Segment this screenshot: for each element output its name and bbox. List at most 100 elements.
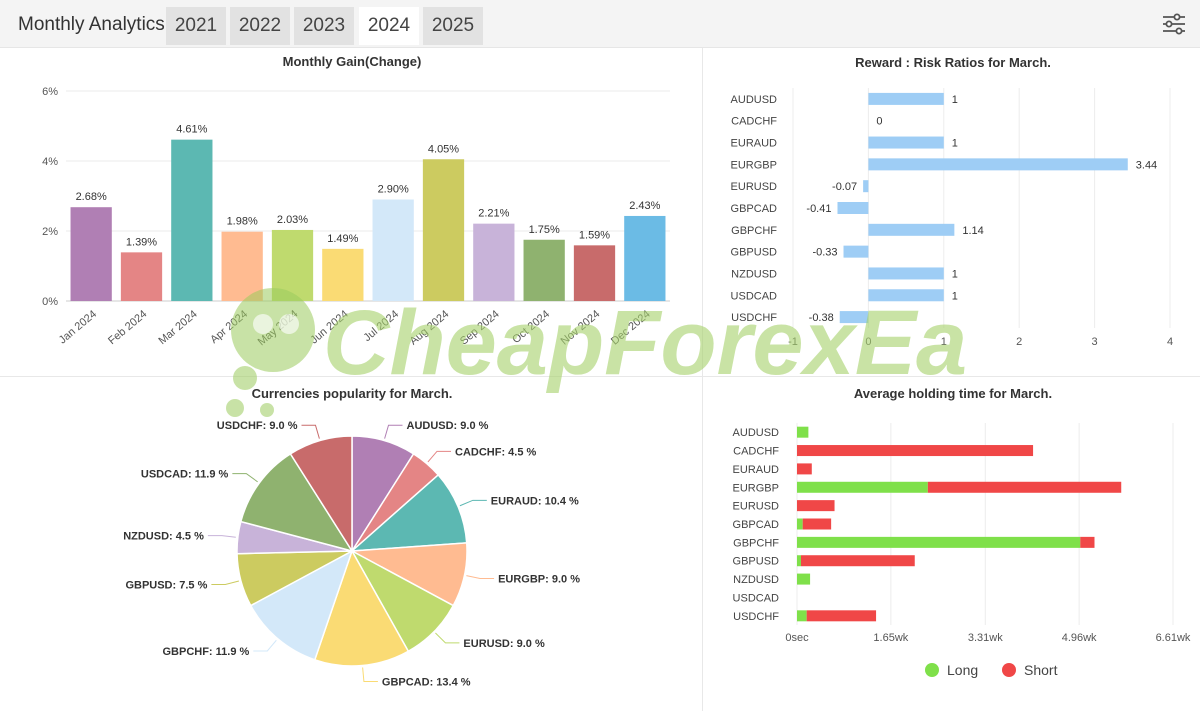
data-label: 2.21% [478, 208, 509, 220]
slice-label: EURAUD: 10.4 % [491, 495, 579, 507]
bar [372, 199, 414, 301]
y-tick-label: GBPUSD [731, 247, 778, 259]
legend-long-swatch [925, 663, 939, 677]
pie-slice [289, 435, 353, 554]
legend-short-label: Short [1024, 662, 1058, 678]
bar [221, 231, 263, 301]
connector-line [384, 424, 403, 439]
connector-line [232, 473, 258, 483]
chart-title: Currencies popularity for March. [252, 386, 453, 401]
bar [523, 239, 565, 301]
bar [473, 223, 515, 301]
slice-label: USDCHF: 9.0 % [217, 420, 298, 432]
connector-line [362, 667, 378, 682]
bar-short [797, 445, 1034, 457]
slice-label: EURGBP: 9.0 % [498, 574, 580, 586]
legend-long-label: Long [947, 662, 979, 678]
tab-2024[interactable]: 2024 [359, 7, 419, 45]
bar [863, 180, 869, 193]
x-tick-label: 1.65wk [873, 632, 908, 644]
bar [868, 92, 944, 105]
bar-long [797, 426, 809, 438]
bar-short [797, 463, 812, 475]
legend-long[interactable]: Long [925, 662, 978, 678]
y-tick-label: CADCHF [731, 116, 777, 128]
data-label: 4.61% [176, 124, 207, 136]
connector-line [466, 575, 495, 580]
data-label: 2.68% [76, 191, 107, 203]
tab-2021[interactable]: 2021 [166, 7, 226, 45]
x-tick-label: 3.31wk [968, 632, 1003, 644]
connector-line [207, 535, 236, 538]
holding-time-chart: Average holding time for March. 0sec 1.65w… [733, 386, 1191, 644]
y-tick-label: AUDUSD [731, 94, 778, 106]
x-tick-label: Mar 2024 [156, 308, 199, 347]
y-tick-label: NZDUSD [733, 574, 779, 586]
chart-title: Reward : Risk Ratios for March. [855, 55, 1051, 70]
connector-line [459, 499, 487, 507]
data-label: 1 [952, 290, 958, 302]
bar [839, 311, 869, 324]
x-tick-label: Sep 2024 [458, 308, 502, 347]
divider-vertical [702, 48, 703, 711]
data-label: -0.33 [812, 247, 837, 259]
bar [868, 289, 944, 302]
bar [837, 202, 869, 214]
data-label: 1.14 [962, 225, 983, 237]
y-tick-label: GBPCHF [731, 225, 777, 237]
bar-long [797, 536, 1081, 548]
bar [70, 207, 112, 301]
data-label: 0 [876, 116, 882, 128]
bar-long [797, 573, 811, 585]
y-tick-label: GBPCAD [731, 203, 778, 215]
data-label: -0.07 [832, 181, 857, 193]
bar [868, 267, 944, 280]
bar [573, 245, 616, 301]
y-tick-label: USDCHF [733, 611, 779, 623]
y-tick-label: 2% [42, 226, 58, 238]
legend-short[interactable]: Short [1002, 662, 1057, 678]
x-tick-label: May 2024 [256, 308, 301, 348]
connector-line [435, 632, 460, 644]
monthly-gain-chart: Monthly Gain(Change) 0% 2% 4% 6% 2.68% Jan 202… [42, 54, 670, 348]
connector-line [253, 639, 277, 652]
data-label: -0.38 [809, 312, 834, 324]
data-label: 1.39% [126, 236, 157, 248]
bar-long [797, 610, 807, 622]
currencies-popularity-chart: Currencies popularity for March. AUDUSD: … [123, 386, 580, 688]
data-label: 1 [952, 268, 958, 280]
pie-slice [349, 473, 468, 552]
y-tick-label: GBPCHF [733, 537, 779, 549]
bar [422, 159, 465, 301]
bar [171, 139, 213, 301]
divider-horizontal [0, 376, 1200, 377]
x-tick-label: Aug 2024 [408, 308, 452, 347]
bar [624, 215, 666, 301]
y-tick-label: EURUSD [731, 181, 778, 193]
data-label: 1.98% [227, 216, 258, 228]
chart-title: Average holding time for March. [854, 386, 1052, 401]
data-label: 1.49% [327, 233, 358, 245]
y-tick-label: EURUSD [733, 501, 780, 513]
x-tick-label: 4.96wk [1062, 632, 1097, 644]
tab-2025[interactable]: 2025 [423, 7, 483, 45]
y-tick-label: USDCAD [731, 290, 778, 302]
data-label: 2.43% [629, 200, 660, 212]
y-tick-label: USDCHF [731, 312, 777, 324]
slice-label: GBPCAD: 13.4 % [382, 676, 471, 688]
bar-short [927, 481, 1122, 493]
data-label: 2.03% [277, 214, 308, 226]
data-label: -0.41 [806, 203, 831, 215]
connector-line [427, 450, 452, 463]
x-tick-label: 0sec [785, 632, 809, 644]
connector-line [301, 424, 320, 439]
bar-short [797, 500, 835, 512]
tab-2022[interactable]: 2022 [230, 7, 290, 45]
y-tick-label: EURAUD [731, 138, 778, 150]
sliders-icon[interactable] [1160, 10, 1188, 38]
chart-title: Monthly Gain(Change) [283, 54, 422, 69]
tab-2023[interactable]: 2023 [294, 7, 354, 45]
bar-short [802, 518, 832, 530]
y-tick-label: GBPUSD [733, 556, 780, 568]
x-tick-label: 1 [941, 336, 947, 348]
